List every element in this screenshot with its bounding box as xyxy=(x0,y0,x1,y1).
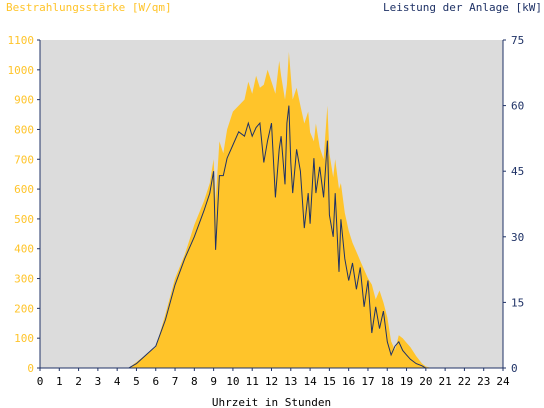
x-tick-label: 7 xyxy=(172,375,179,388)
x-tick-label: 5 xyxy=(133,375,140,388)
x-tick-label: 8 xyxy=(191,375,198,388)
x-tick-label: 14 xyxy=(303,375,317,388)
right-tick-label: 15 xyxy=(511,296,524,309)
x-tick-label: 20 xyxy=(419,375,432,388)
axis-layer: 0100200300400500600700800900100011000153… xyxy=(8,34,525,388)
x-tick-label: 12 xyxy=(265,375,278,388)
right-tick-label: 60 xyxy=(511,100,524,113)
left-tick-label: 600 xyxy=(14,183,34,196)
x-tick-label: 21 xyxy=(439,375,452,388)
x-tick-label: 0 xyxy=(37,375,44,388)
series-layer xyxy=(40,51,503,369)
irradiance-area xyxy=(40,51,503,369)
x-tick-label: 18 xyxy=(381,375,394,388)
x-tick-label: 13 xyxy=(284,375,297,388)
left-tick-label: 800 xyxy=(14,123,34,136)
x-tick-label: 23 xyxy=(477,375,490,388)
left-tick-label: 0 xyxy=(27,362,34,375)
right-tick-label: 0 xyxy=(511,362,518,375)
x-tick-label: 2 xyxy=(75,375,82,388)
right-axis-title: Leistung der Anlage [kW] xyxy=(383,1,542,14)
x-tick-label: 16 xyxy=(342,375,355,388)
right-tick-label: 30 xyxy=(511,231,524,244)
left-tick-label: 100 xyxy=(14,332,34,345)
left-tick-label: 400 xyxy=(14,243,34,256)
left-tick-label: 900 xyxy=(14,94,34,107)
x-tick-label: 1 xyxy=(56,375,63,388)
x-tick-label: 15 xyxy=(323,375,336,388)
x-axis-label: Uhrzeit in Stunden xyxy=(212,396,331,408)
left-tick-label: 1100 xyxy=(8,34,35,47)
left-tick-label: 200 xyxy=(14,302,34,315)
left-tick-label: 300 xyxy=(14,273,34,286)
x-tick-label: 10 xyxy=(226,375,239,388)
left-axis-title: Bestrahlungsstärke [W/qm] xyxy=(6,1,172,14)
left-tick-label: 1000 xyxy=(8,64,35,77)
x-tick-label: 24 xyxy=(496,375,510,388)
right-tick-label: 45 xyxy=(511,165,524,178)
power-line xyxy=(40,105,503,369)
x-tick-label: 6 xyxy=(152,375,159,388)
x-tick-label: 3 xyxy=(95,375,102,388)
left-tick-label: 700 xyxy=(14,153,34,166)
left-tick-label: 500 xyxy=(14,213,34,226)
x-tick-label: 11 xyxy=(246,375,259,388)
x-tick-label: 22 xyxy=(458,375,471,388)
x-tick-label: 17 xyxy=(361,375,374,388)
x-tick-label: 9 xyxy=(210,375,217,388)
x-tick-label: 4 xyxy=(114,375,121,388)
x-tick-label: 19 xyxy=(400,375,413,388)
right-tick-label: 75 xyxy=(511,34,524,47)
